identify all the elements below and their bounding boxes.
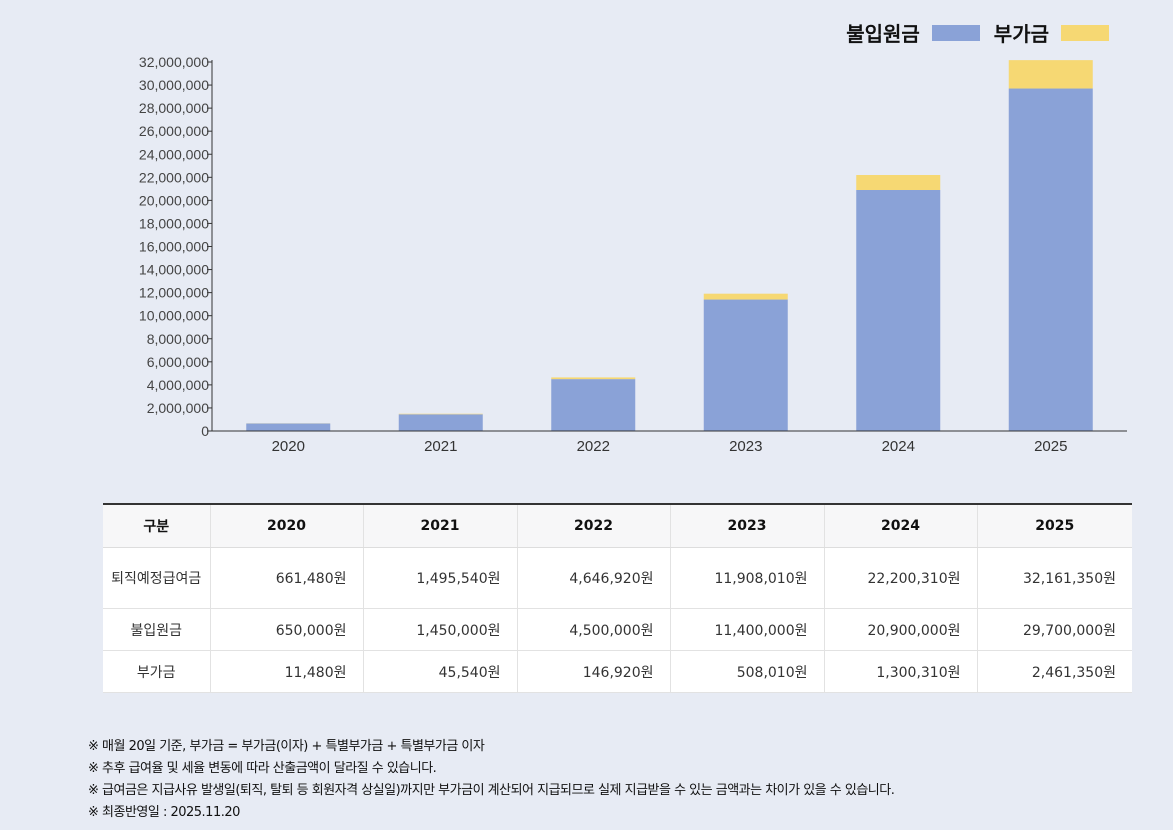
table-cell: 1,495,540원 (362, 547, 517, 609)
legend-item-extra: 부가금 (994, 18, 1109, 47)
bar-principal (703, 299, 788, 431)
table-cell: 4,500,000원 (516, 608, 670, 651)
y-tick-label: 14,000,000 (139, 262, 209, 278)
table-cell: 4,646,920원 (516, 547, 670, 609)
table-cell: 45,540원 (362, 650, 517, 693)
y-tick-label: 10,000,000 (139, 308, 209, 324)
table-row-expected-benefit: 퇴직예정급여금 661,480원 1,495,540원 4,646,920원 1… (103, 547, 1132, 609)
y-tick-label: 16,000,000 (139, 239, 209, 255)
bar-principal (856, 189, 941, 431)
x-tick-label: 2023 (729, 438, 762, 455)
y-axis: 0 2,000,000 4,000,000 6,000,000 8,000,000 10,… (139, 54, 213, 439)
table-cell: 11,480원 (209, 650, 363, 693)
y-tick-label: 12,000,000 (139, 285, 209, 301)
y-tick-label: 2,000,000 (147, 400, 209, 416)
y-tick-label: 26,000,000 (139, 123, 209, 139)
legend-swatch-principal (931, 24, 980, 41)
legend-label-extra: 부가금 (993, 22, 1049, 46)
legend-swatch-extra (1061, 24, 1109, 41)
chart-legend: 불입원금 부가금 (846, 18, 1109, 47)
table-cell: 29,700,000원 (976, 608, 1132, 651)
y-tick-label: 30,000,000 (139, 77, 209, 93)
y-tick-label: 20,000,000 (139, 192, 209, 208)
table-row-extra: 부가금 11,480원 45,540원 146,920원 508,010원 1,… (103, 650, 1132, 693)
table-header-year: 2020 (209, 504, 363, 548)
bar-principal (398, 414, 483, 431)
table-cell: 22,200,310원 (823, 547, 977, 609)
summary-table: 구분 2020 2021 2022 2023 2024 2025 퇴직예정급여금… (103, 503, 1132, 693)
x-tick-label: 2022 (577, 438, 610, 455)
table-header-year: 2021 (362, 504, 517, 548)
table-cell: 661,480원 (209, 547, 363, 609)
y-tick-label: 22,000,000 (139, 169, 209, 185)
bar-extra (856, 175, 941, 190)
y-tick-label: 28,000,000 (139, 100, 209, 116)
y-tick-label: 18,000,000 (139, 215, 209, 231)
y-tick-label: 8,000,000 (147, 331, 209, 347)
y-tick-label: 6,000,000 (147, 354, 209, 370)
x-tick-label: 2024 (882, 438, 915, 455)
stacked-bar-chart: 0 2,000,000 4,000,000 6,000,000 8,000,000 10,… (139, 54, 1127, 455)
table-cell: 2,461,350원 (976, 650, 1132, 693)
y-tick-label: 0 (201, 423, 209, 439)
y-tick-label: 32,000,000 (139, 54, 209, 70)
table-header-year: 2025 (976, 504, 1132, 548)
x-axis: 2020 2021 2022 2023 2024 2025 (212, 430, 1127, 455)
table-row-principal: 불입원금 650,000원 1,450,000원 4,500,000원 11,4… (103, 608, 1132, 651)
table-header-category: 구분 (103, 504, 210, 548)
x-tick-label: 2025 (1034, 438, 1067, 455)
bar-extra (551, 377, 636, 380)
y-tick-label: 4,000,000 (147, 377, 209, 393)
bar-extra (398, 413, 483, 415)
table-cell: 11,400,000원 (669, 608, 824, 651)
table-row-label: 불입원금 (103, 608, 210, 651)
footnotes: ※ 매월 20일 기준, 부가금 = 부가금(이자) + 특별부가금 + 특별부… (88, 736, 895, 824)
table-cell: 508,010원 (669, 650, 824, 693)
table-cell: 32,161,350원 (976, 547, 1132, 609)
table-cell: 1,300,310원 (823, 650, 977, 693)
footnote: ※ 급여금은 지급사유 발생일(퇴직, 탈퇴 등 회원자격 상실일)까지만 부가… (88, 783, 895, 798)
table-header-row: 구분 2020 2021 2022 2023 2024 2025 (103, 504, 1132, 548)
table-header-year: 2024 (823, 504, 977, 548)
bar-principal (551, 379, 636, 431)
bars (246, 60, 1093, 431)
table-cell: 146,920원 (516, 650, 670, 693)
table-cell: 20,900,000원 (823, 608, 977, 651)
bar-extra (1008, 60, 1093, 89)
table-cell: 11,908,010원 (669, 547, 824, 609)
x-tick-label: 2020 (272, 438, 305, 455)
legend-label-principal: 불입원금 (846, 22, 920, 46)
x-tick-label: 2021 (424, 438, 457, 455)
table-row-label: 부가금 (103, 650, 210, 693)
y-tick-label: 24,000,000 (139, 146, 209, 162)
bar-principal (246, 423, 331, 431)
bar-extra (703, 293, 788, 300)
footnote: ※ 추후 급여율 및 세율 변동에 따라 산출금액이 달라질 수 있습니다. (88, 761, 437, 776)
table-row-label: 퇴직예정급여금 (103, 547, 210, 609)
legend-item-principal: 불입원금 (846, 18, 980, 47)
footnote: ※ 최종반영일 : 2025.11.20 (88, 805, 240, 820)
table-cell: 1,450,000원 (362, 608, 517, 651)
table-header-year: 2022 (516, 504, 670, 548)
table-header-year: 2023 (669, 504, 824, 548)
table-cell: 650,000원 (209, 608, 363, 651)
bar-principal (1008, 88, 1093, 431)
footnote: ※ 매월 20일 기준, 부가금 = 부가금(이자) + 특별부가금 + 특별부… (88, 739, 485, 754)
